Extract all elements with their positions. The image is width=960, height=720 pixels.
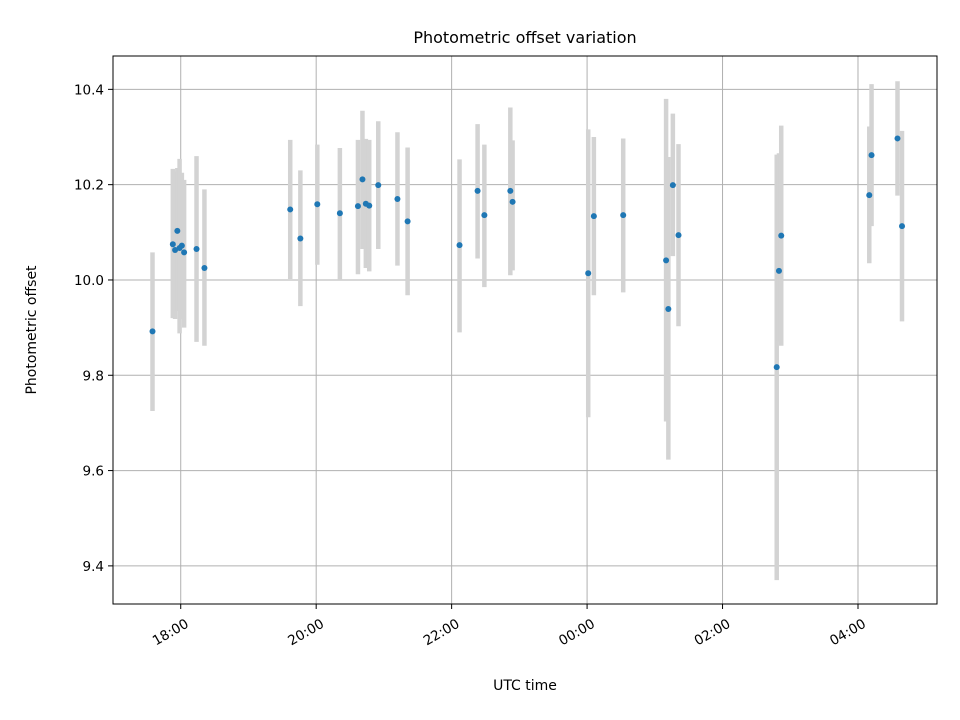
x-tick-label: 02:00: [692, 616, 734, 649]
data-point: [149, 328, 156, 335]
data-point: [169, 241, 176, 248]
data-point: [669, 182, 676, 189]
data-point: [456, 242, 463, 249]
data-point: [675, 232, 682, 239]
y-tick-label: 10.4: [74, 82, 104, 98]
data-point: [899, 223, 906, 230]
data-point: [354, 203, 361, 210]
data-point: [172, 246, 179, 253]
data-point: [894, 135, 901, 142]
data-point: [509, 198, 516, 205]
data-point: [174, 227, 181, 234]
x-axis-label: UTC time: [493, 678, 557, 694]
y-tick-label: 9.6: [83, 464, 104, 480]
data-point: [181, 249, 188, 256]
data-point: [778, 232, 785, 239]
data-point: [193, 245, 200, 252]
y-axis-label: Photometric offset: [24, 265, 40, 395]
x-tick-label: 22:00: [421, 616, 463, 649]
data-point: [474, 187, 481, 194]
y-tick-label: 10.2: [74, 178, 104, 194]
chart-title: Photometric offset variation: [413, 28, 636, 47]
data-point: [297, 235, 304, 242]
data-point: [585, 270, 592, 277]
error-bars: [150, 81, 905, 581]
x-tick-label: 20:00: [285, 616, 327, 649]
data-point: [773, 364, 780, 371]
data-point: [868, 152, 875, 159]
data-point: [775, 267, 782, 274]
data-point: [178, 242, 185, 249]
x-tick-label: 00:00: [556, 616, 598, 649]
data-point: [336, 210, 343, 217]
data-point: [507, 187, 514, 194]
axis-ticks: 18:00 20:00 22:00 00:00 02:00 04:00 9.4 9.6 9.8 1…: [74, 82, 869, 649]
y-tick-label: 9.4: [83, 559, 104, 575]
data-point: [404, 218, 411, 225]
data-point: [394, 195, 401, 202]
data-point: [201, 265, 208, 272]
data-point: [366, 202, 373, 209]
data-point: [620, 212, 627, 219]
y-tick-label: 9.8: [83, 368, 104, 384]
data-point: [375, 182, 382, 189]
x-tick-label: 04:00: [827, 616, 869, 649]
y-tick-label: 10.0: [74, 273, 104, 289]
data-point: [314, 201, 321, 208]
grid-lines: [113, 56, 937, 604]
data-point: [481, 212, 488, 219]
data-point: [866, 192, 873, 199]
data-point: [663, 257, 670, 264]
data-point: [665, 306, 672, 313]
plot-frame: [112, 55, 938, 605]
x-tick-label: 18:00: [150, 616, 192, 649]
data-point: [590, 213, 597, 220]
data-point: [287, 206, 294, 213]
data-markers: [149, 135, 906, 371]
data-point: [359, 176, 366, 183]
